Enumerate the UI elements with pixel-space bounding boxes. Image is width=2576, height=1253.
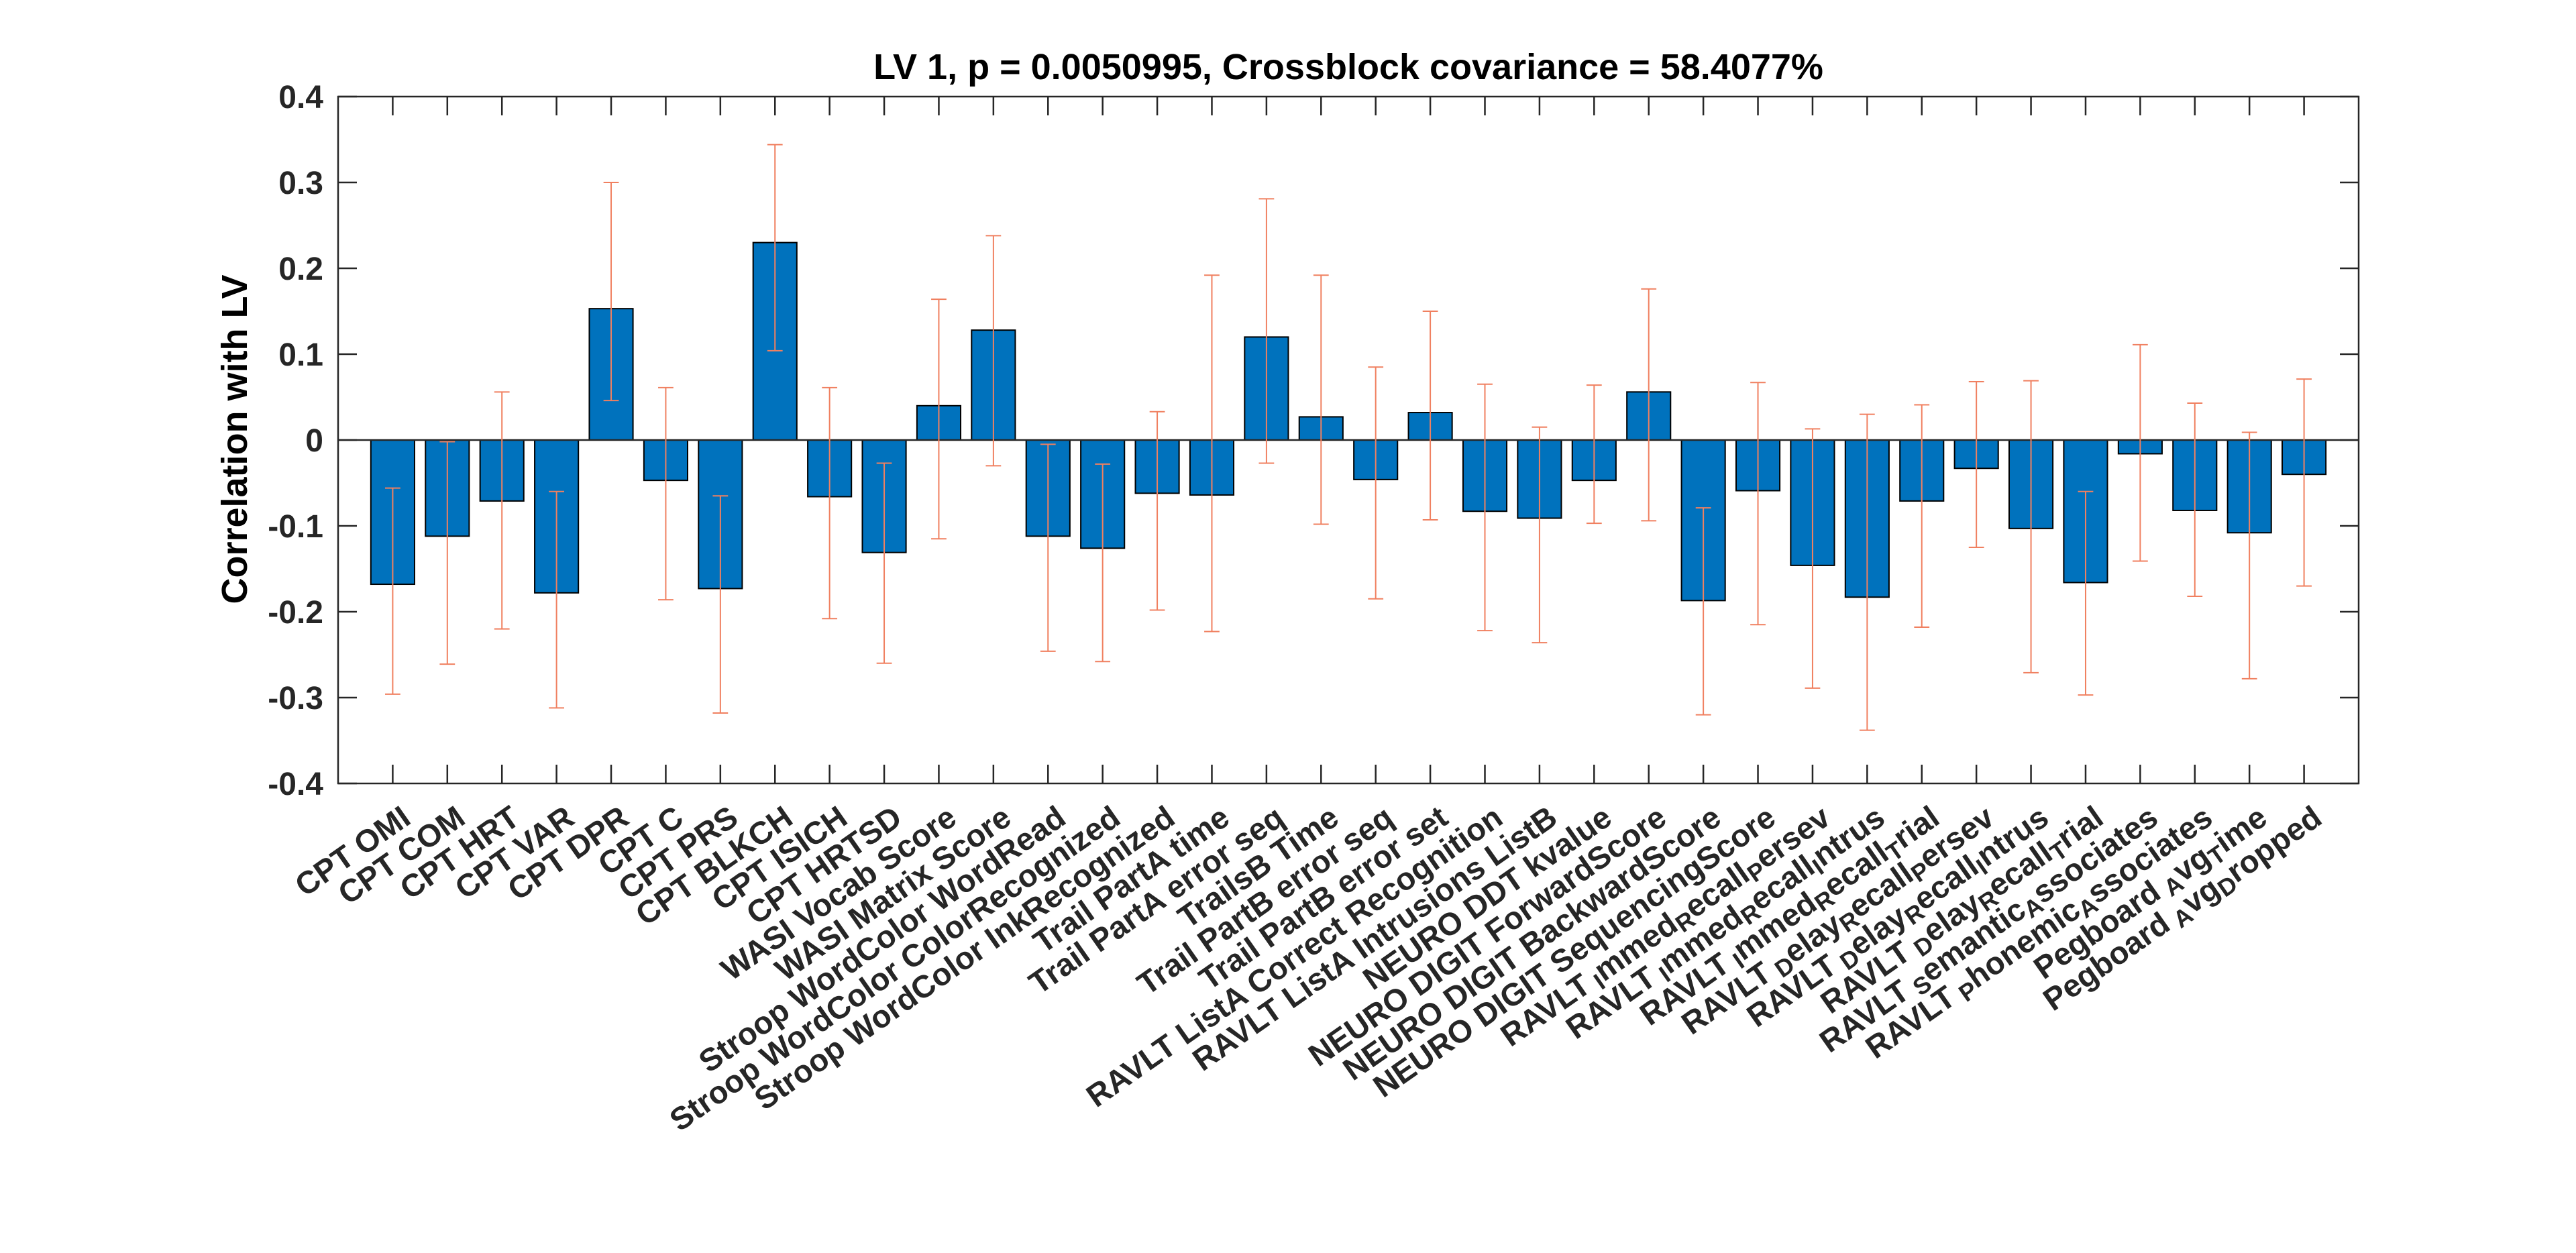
y-tick-label: -0.1 bbox=[268, 509, 323, 545]
y-tick-label: 0.3 bbox=[278, 166, 323, 201]
y-tick-label: 0.2 bbox=[278, 252, 323, 287]
y-tick-label: -0.2 bbox=[268, 595, 323, 631]
y-tick-label: -0.4 bbox=[268, 767, 323, 802]
y-tick-label: 0 bbox=[305, 423, 323, 459]
y-axis-label: Correlation with LV bbox=[215, 274, 255, 604]
y-tick-label: 0.4 bbox=[278, 80, 323, 115]
y-tick-label: -0.3 bbox=[268, 681, 323, 716]
chart-title: LV 1, p = 0.0050995, Crossblock covarian… bbox=[873, 47, 1823, 87]
y-tick-label: 0.1 bbox=[278, 337, 323, 373]
